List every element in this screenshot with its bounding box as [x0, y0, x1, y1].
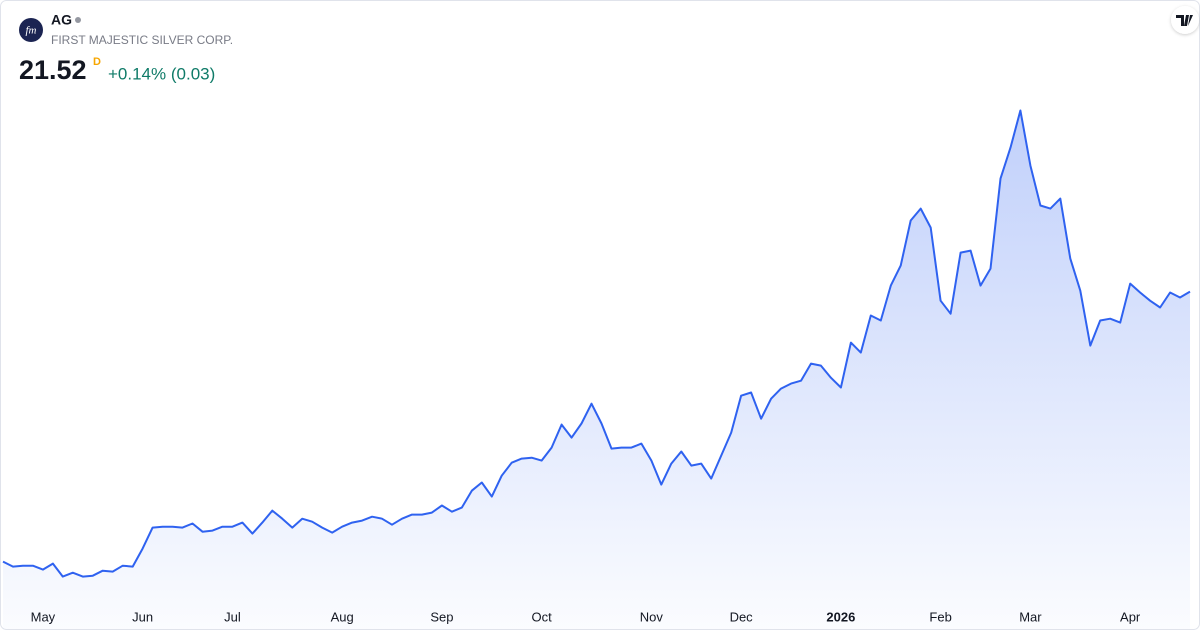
brand-logo	[1176, 15, 1193, 26]
company-name: FIRST MAJESTIC SILVER CORP.	[51, 33, 233, 47]
price-change: +0.14% (0.03)	[108, 64, 215, 83]
x-tick-label: Jul	[224, 609, 241, 624]
x-tick-label: Oct	[532, 609, 553, 624]
x-tick-label: 2026	[826, 609, 855, 624]
x-tick-label: Jun	[132, 609, 153, 624]
interval: D	[93, 56, 101, 68]
x-tick-label: May	[31, 609, 56, 624]
x-tick-label: Mar	[1019, 609, 1042, 624]
plot-area	[2, 109, 1191, 629]
x-tick-label: Feb	[929, 609, 951, 624]
x-tick-label: Sep	[430, 609, 453, 624]
x-tick-label: Apr	[1120, 609, 1141, 624]
x-tick-label: Dec	[730, 609, 754, 624]
logo	[19, 18, 43, 42]
logo-text: fm	[26, 25, 37, 37]
x-tick-label: Aug	[331, 609, 354, 624]
status-dot	[75, 17, 81, 23]
brand-badge	[1171, 6, 1199, 34]
last-price: 21.52	[19, 55, 87, 85]
x-tick-label: Nov	[640, 609, 664, 624]
price-line	[2, 109, 1191, 578]
symbol: AG	[51, 12, 72, 28]
area-fill	[3, 110, 1190, 629]
